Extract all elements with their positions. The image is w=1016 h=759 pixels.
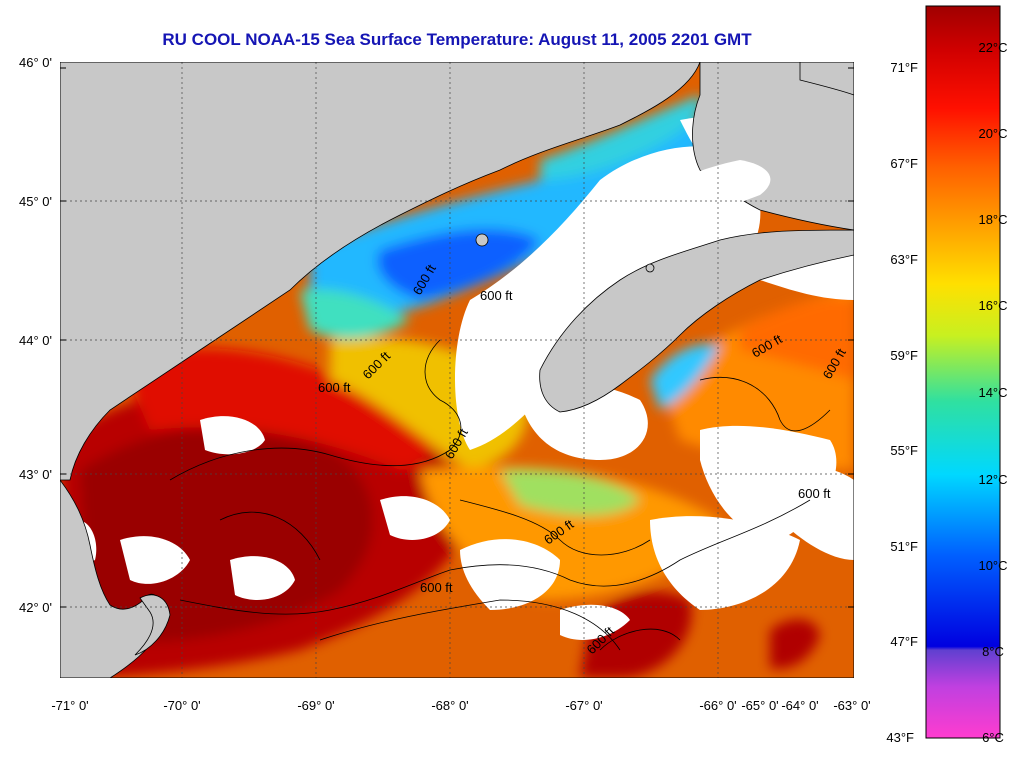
fahrenheit-label: 71°F xyxy=(890,60,918,75)
colorbar-gradient xyxy=(925,5,1001,739)
celsius-label: 12°C xyxy=(978,472,1007,487)
fahrenheit-label: 63°F xyxy=(890,252,918,267)
lat-label: 45° 0' xyxy=(19,194,52,209)
contour-label: 600 ft xyxy=(318,380,351,395)
colorbar: 71°F 67°F 63°F 59°F 55°F 51°F 47°F 43°F … xyxy=(886,5,1008,745)
lon-label: -66° 0' xyxy=(699,698,736,713)
fahrenheit-label: 67°F xyxy=(890,156,918,171)
lon-label: -71° 0' xyxy=(51,698,88,713)
lon-label: -69° 0' xyxy=(297,698,334,713)
lon-label: -68° 0' xyxy=(431,698,468,713)
celsius-label: 16°C xyxy=(978,298,1007,313)
celsius-label: 18°C xyxy=(978,212,1007,227)
celsius-label: 8°C xyxy=(982,644,1004,659)
latitude-axis: 46° 0' 45° 0' 44° 0' 43° 0' 42° 0' xyxy=(19,55,52,615)
celsius-label: 22°C xyxy=(978,40,1007,55)
map-panel xyxy=(60,62,854,678)
fahrenheit-label: 59°F xyxy=(890,348,918,363)
fahrenheit-scale: 71°F 67°F 63°F 59°F 55°F 51°F 47°F 43°F xyxy=(886,60,918,745)
depth-contours xyxy=(169,339,831,651)
lon-label: -70° 0' xyxy=(163,698,200,713)
lon-label: -65° 0' xyxy=(741,698,778,713)
lat-label: 42° 0' xyxy=(19,600,52,615)
celsius-label: 14°C xyxy=(978,385,1007,400)
fahrenheit-label: 43°F xyxy=(886,730,914,745)
fahrenheit-label: 55°F xyxy=(890,443,918,458)
land xyxy=(60,62,854,678)
fahrenheit-label: 51°F xyxy=(890,539,918,554)
celsius-label: 6°C xyxy=(982,730,1004,745)
map-title: RU COOL NOAA-15 Sea Surface Temperature:… xyxy=(162,30,752,49)
contour-label: 600 ft xyxy=(480,288,513,303)
celsius-scale: 22°C 20°C 18°C 16°C 14°C 12°C 10°C 8°C 6… xyxy=(978,40,1007,745)
lat-label: 46° 0' xyxy=(19,55,52,70)
lon-label: -64° 0' xyxy=(781,698,818,713)
lat-label: 44° 0' xyxy=(19,333,52,348)
lat-label: 43° 0' xyxy=(19,467,52,482)
contour-label: 600 ft xyxy=(798,486,831,501)
axis-ticks xyxy=(60,67,854,608)
fahrenheit-label: 47°F xyxy=(890,634,918,649)
contour-label: 600 ft xyxy=(420,580,453,595)
grid-lines xyxy=(60,62,854,678)
celsius-label: 10°C xyxy=(978,558,1007,573)
lon-label: -67° 0' xyxy=(565,698,602,713)
celsius-label: 20°C xyxy=(978,126,1007,141)
longitude-axis: -71° 0' -70° 0' -69° 0' -68° 0' -67° 0' … xyxy=(51,698,870,713)
lon-label: -63° 0' xyxy=(833,698,870,713)
